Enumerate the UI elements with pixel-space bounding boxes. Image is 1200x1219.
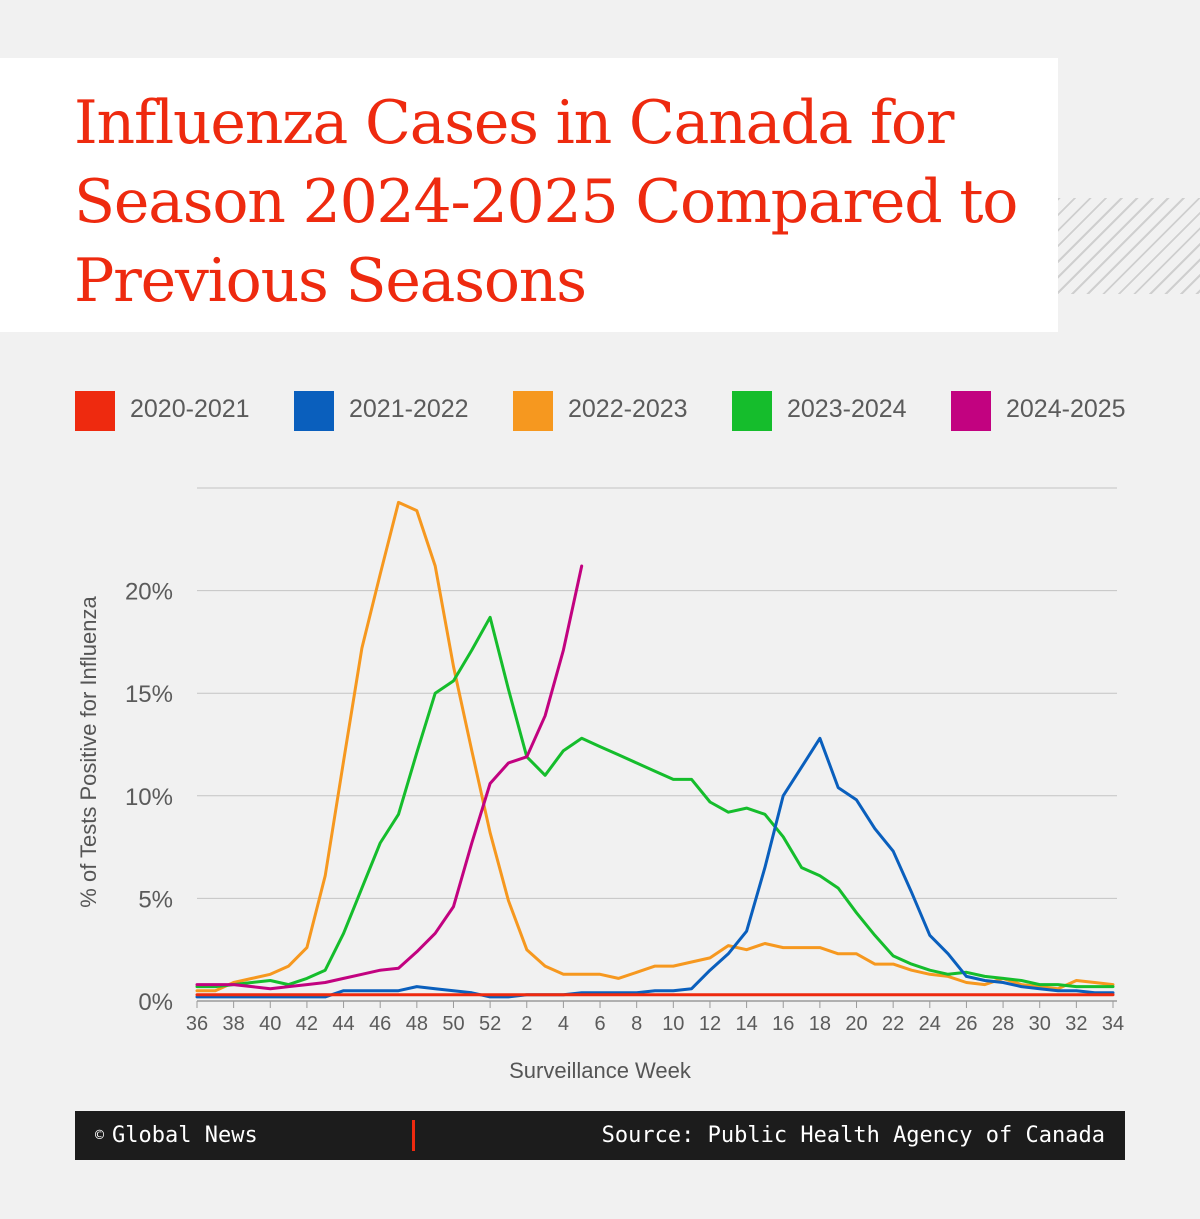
x-tick-label: 28 bbox=[992, 1013, 1014, 1035]
series-line-2024-2025 bbox=[195, 564, 584, 991]
gridlines bbox=[197, 487, 1117, 1002]
footer-credit: © Global News bbox=[95, 1123, 258, 1148]
legend-swatch-2021-2022 bbox=[294, 391, 334, 431]
legend-label-2020-2021: 2020-2021 bbox=[130, 395, 250, 423]
x-axis-label: Surveillance Week bbox=[509, 1058, 692, 1083]
x-tick-label: 42 bbox=[296, 1013, 318, 1035]
y-tick-label: 10% bbox=[125, 784, 173, 811]
y-tick-label: 20% bbox=[125, 579, 173, 606]
line-chart: 0%5%10%15%20% 36 38 40 42 44 46 48 50 52 2 4 6 8 10 12… bbox=[76, 487, 1124, 1083]
x-tick-label: 50 bbox=[442, 1013, 464, 1035]
series-line-2021-2022 bbox=[195, 736, 1115, 999]
x-tick-label: 40 bbox=[259, 1013, 281, 1035]
x-tick-label: 52 bbox=[479, 1013, 501, 1035]
legend-label-2023-2024: 2023-2024 bbox=[787, 395, 907, 423]
x-tick-label: 32 bbox=[1065, 1013, 1087, 1035]
series-line-2022-2023 bbox=[195, 500, 1115, 993]
x-tick-label: 20 bbox=[845, 1013, 867, 1035]
y-tick-label: 15% bbox=[125, 681, 173, 708]
footer-separator bbox=[412, 1120, 415, 1151]
chart-legend: 2020-2021 2021-2022 2022-2023 2023-2024 … bbox=[75, 390, 1135, 432]
x-tick-label: 2 bbox=[521, 1013, 532, 1035]
y-tick-label: 5% bbox=[138, 886, 173, 913]
x-tick-labels: 36 38 40 42 44 46 48 50 52 2 4 6 8 10 12 14 16 18 20 22 24 26… bbox=[186, 1001, 1124, 1035]
footer-credit-text: Global News bbox=[112, 1123, 258, 1148]
x-tick-label: 22 bbox=[882, 1013, 904, 1035]
x-tick-label: 46 bbox=[369, 1013, 391, 1035]
x-tick-label: 34 bbox=[1102, 1013, 1124, 1035]
legend-swatch-2023-2024 bbox=[732, 391, 772, 431]
y-axis-label: % of Tests Positive for Influenza bbox=[76, 596, 101, 908]
legend-label-2024-2025: 2024-2025 bbox=[1006, 395, 1126, 423]
x-tick-label: 38 bbox=[223, 1013, 245, 1035]
x-tick-label: 24 bbox=[919, 1013, 941, 1035]
copyright-icon: © bbox=[95, 1126, 105, 1144]
legend-label-2021-2022: 2021-2022 bbox=[349, 395, 469, 423]
title-panel: Influenza Cases in Canada for Season 202… bbox=[0, 58, 1058, 332]
x-tick-label: 4 bbox=[558, 1013, 569, 1035]
legend-swatch-2020-2021 bbox=[75, 391, 115, 431]
x-tick-label: 30 bbox=[1029, 1013, 1051, 1035]
x-tick-label: 26 bbox=[955, 1013, 977, 1035]
series-line-2023-2024 bbox=[195, 615, 1115, 989]
x-tick-label: 18 bbox=[809, 1013, 831, 1035]
x-tick-label: 14 bbox=[735, 1013, 757, 1035]
legend-label-2022-2023: 2022-2023 bbox=[568, 395, 688, 423]
page-title: Influenza Cases in Canada for Season 202… bbox=[74, 88, 1018, 316]
y-tick-labels: 0% 5% 10% 15% 20% bbox=[125, 579, 173, 1016]
x-tick-label: 10 bbox=[662, 1013, 684, 1035]
x-tick-label: 8 bbox=[631, 1013, 642, 1035]
footer-source: Source: Public Health Agency of Canada bbox=[601, 1123, 1105, 1148]
x-tick-label: 16 bbox=[772, 1013, 794, 1035]
x-tick-label: 44 bbox=[332, 1013, 354, 1035]
x-tick-label: 6 bbox=[594, 1013, 605, 1035]
x-tick-label: 36 bbox=[186, 1013, 208, 1035]
x-tick-label: 48 bbox=[406, 1013, 428, 1035]
y-tick-label: 0% bbox=[138, 989, 173, 1016]
x-tick-label: 12 bbox=[699, 1013, 721, 1035]
series-lines bbox=[195, 500, 1115, 999]
legend-swatch-2022-2023 bbox=[513, 391, 553, 431]
decorative-hatch bbox=[1058, 198, 1200, 294]
footer-bar: © Global News Source: Public Health Agenc… bbox=[75, 1111, 1125, 1160]
legend-swatch-2024-2025 bbox=[951, 391, 991, 431]
